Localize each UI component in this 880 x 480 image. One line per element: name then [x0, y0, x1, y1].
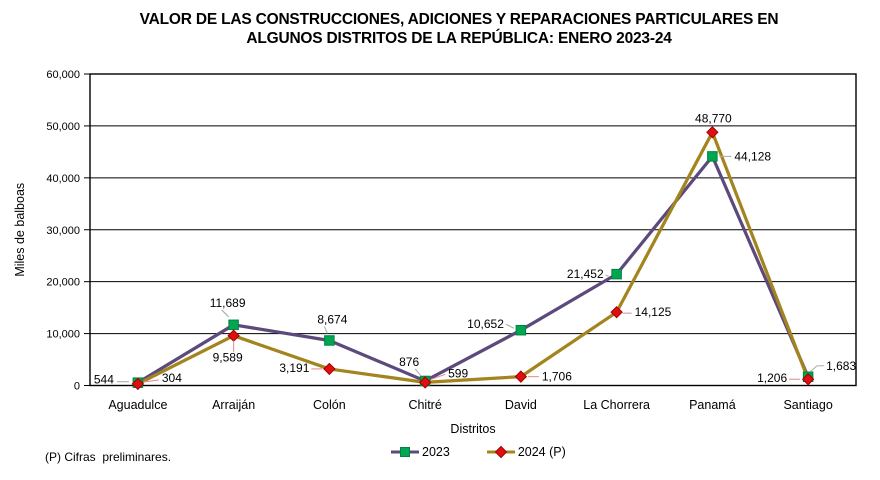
svg-text:1,206: 1,206	[757, 371, 787, 385]
series-line-1	[137, 130, 810, 386]
svg-text:20,000: 20,000	[46, 277, 80, 289]
svg-text:9,589: 9,589	[213, 351, 243, 365]
footnote: (P) Cifras preliminares.	[45, 450, 172, 464]
svg-text:48,770: 48,770	[695, 111, 732, 125]
svg-text:876: 876	[399, 355, 419, 369]
plot-frame	[89, 73, 857, 387]
svg-text:Colón: Colón	[313, 398, 346, 412]
legend-label-2023: 2023	[422, 445, 450, 459]
svg-text:599: 599	[448, 366, 468, 380]
svg-text:Arraiján: Arraiján	[212, 398, 255, 412]
svg-text:0: 0	[74, 381, 80, 393]
svg-text:50,000: 50,000	[46, 121, 80, 133]
svg-text:14,125: 14,125	[635, 305, 672, 319]
legend-swatch-2024-icon	[486, 445, 515, 459]
svg-text:8,674: 8,674	[317, 312, 347, 326]
svg-text:David: David	[505, 398, 537, 412]
svg-text:304: 304	[162, 371, 182, 385]
legend-swatch-2023-icon	[391, 447, 419, 457]
y-axis-labels: 0 10,000 20,000 30,000 40,000 50,000 60,000	[46, 69, 80, 393]
svg-text:11,689: 11,689	[210, 296, 246, 310]
series-leaders-0	[116, 155, 825, 383]
svg-text:60,000: 60,000	[46, 69, 80, 81]
svg-text:Panamá: Panamá	[689, 398, 736, 412]
chart-title-line1: VALOR DE LAS CONSTRUCCIONES, ADICIONES Y…	[139, 11, 779, 28]
svg-text:21,452: 21,452	[567, 267, 604, 281]
svg-text:Chitré: Chitré	[408, 398, 441, 412]
y-axis-title: Miles de balboas	[13, 183, 27, 277]
chart-title-line2: ALGUNOS DISTRITOS DE LA REPÚBLICA: ENERO…	[246, 30, 672, 47]
gridlines	[90, 125, 856, 335]
legend: 2023 2024 (P)	[390, 445, 566, 459]
chart-title: VALOR DE LAS CONSTRUCCIONES, ADICIONES Y…	[38, 10, 880, 48]
legend-item-2024: 2024 (P)	[486, 445, 566, 459]
series-line-0	[137, 154, 810, 385]
svg-text:3,191: 3,191	[279, 361, 309, 375]
svg-text:1,706: 1,706	[542, 370, 572, 384]
x-axis-labels: Aguadulce Arraiján Colón Chitré David La Chor…	[108, 398, 833, 412]
svg-text:30,000: 30,000	[46, 225, 80, 237]
legend-label-2024: 2024 (P)	[517, 445, 566, 459]
svg-text:40,000: 40,000	[46, 173, 80, 185]
series-markers-1	[131, 126, 815, 391]
svg-text:Aguadulce: Aguadulce	[108, 398, 167, 412]
y-axis-ticks	[84, 73, 90, 386]
legend-item-2023: 2023	[390, 445, 450, 459]
svg-text:Santiago: Santiago	[783, 398, 832, 412]
series-leaders-1	[143, 312, 801, 383]
x-axis-title: Distritos	[450, 422, 495, 436]
series-data-labels-1: 304 9,589 3,191 599 1,706 14,125 48,770 1,206	[162, 111, 788, 385]
svg-text:10,000: 10,000	[46, 329, 80, 341]
svg-text:10,652: 10,652	[467, 317, 504, 331]
svg-text:La Chorrera: La Chorrera	[583, 398, 650, 412]
svg-text:44,128: 44,128	[734, 149, 771, 163]
series-data-labels-0: 544 11,689 8,674 876 10,652 21,452 44,128 1,683	[94, 149, 857, 386]
svg-text:544: 544	[94, 373, 114, 387]
svg-text:1,683: 1,683	[826, 359, 856, 373]
